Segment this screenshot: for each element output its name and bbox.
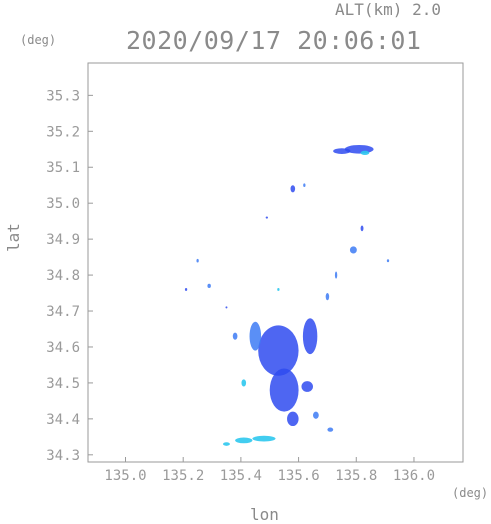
echo-point bbox=[325, 293, 330, 301]
y-tick-label: 34.5 bbox=[46, 376, 80, 392]
y-tick-label: 34.7 bbox=[46, 304, 80, 320]
echo-point bbox=[386, 259, 390, 263]
echo-point bbox=[334, 271, 338, 279]
echo-point bbox=[196, 258, 199, 263]
x-unit-label: (deg) bbox=[452, 486, 489, 500]
echo-point bbox=[252, 435, 276, 442]
x-tick-label: 135.2 bbox=[162, 468, 204, 484]
echo-point bbox=[269, 368, 299, 412]
y-tick-label: 35.3 bbox=[46, 88, 80, 104]
x-tick-label: 136.0 bbox=[393, 468, 435, 484]
x-tick-label: 135.4 bbox=[220, 468, 262, 484]
chart-datetime: 2020/09/17 20:06:01 bbox=[126, 26, 422, 55]
echo-point bbox=[360, 225, 364, 232]
echo-point bbox=[223, 442, 230, 446]
echo-point bbox=[302, 318, 318, 355]
y-tick-label: 35.0 bbox=[46, 196, 80, 212]
y-tick-label: 34.8 bbox=[46, 268, 80, 284]
echo-point bbox=[349, 246, 357, 254]
x-tick-label: 135.0 bbox=[104, 468, 146, 484]
echo-point bbox=[287, 411, 299, 427]
x-tick-label: 135.6 bbox=[277, 468, 319, 484]
echo-point bbox=[327, 427, 334, 432]
echo-point bbox=[241, 379, 247, 387]
echo-layer bbox=[184, 144, 390, 446]
echo-point bbox=[301, 381, 313, 392]
echo-point bbox=[225, 306, 228, 309]
y-unit-label: (deg) bbox=[20, 33, 57, 47]
altitude-label: ALT(km) 2.0 bbox=[335, 0, 441, 19]
echo-point bbox=[207, 283, 211, 289]
echo-point bbox=[232, 332, 238, 340]
echo-point bbox=[290, 185, 296, 193]
echo-point bbox=[249, 321, 262, 351]
tick-layer: 135.0 135.2 135.4 135.6 135.8 136.0 34.3 34.4 34… bbox=[46, 88, 435, 484]
y-tick-label: 35.1 bbox=[46, 160, 80, 176]
echo-point bbox=[277, 288, 280, 291]
y-tick-label: 34.6 bbox=[46, 340, 80, 356]
echo-point bbox=[184, 288, 188, 291]
echo-point bbox=[303, 183, 306, 188]
y-tick-label: 35.2 bbox=[46, 124, 80, 140]
echo-point bbox=[360, 150, 370, 156]
echo-point bbox=[265, 216, 268, 219]
x-tick-label: 135.8 bbox=[335, 468, 377, 484]
y-tick-label: 34.9 bbox=[46, 232, 80, 248]
y-tick-label: 34.4 bbox=[46, 412, 80, 428]
echo-point bbox=[333, 148, 351, 154]
y-tick-label: 34.3 bbox=[46, 448, 80, 464]
echo-point bbox=[313, 411, 319, 419]
echo-point bbox=[258, 325, 299, 376]
echo-point bbox=[235, 437, 253, 444]
x-axis-label: lon bbox=[250, 505, 279, 524]
